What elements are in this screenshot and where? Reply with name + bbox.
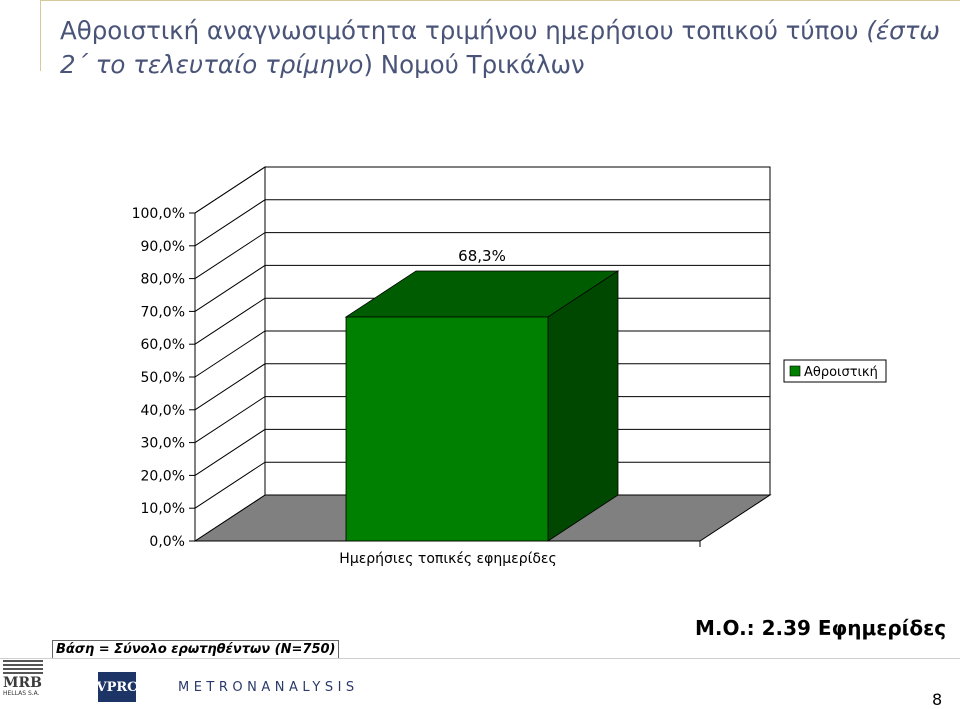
vprc-logo: VPRC: [96, 672, 138, 702]
bar: [345, 316, 549, 542]
mrb-logo: MRB HELLAS S.A.: [3, 660, 47, 702]
average-note: M.O.: 2.39 Εφημερίδες: [695, 616, 947, 640]
gridline: [194, 264, 770, 312]
y-tick-label: 100,0%: [132, 206, 185, 222]
legend-label: Αθροιστική: [804, 365, 878, 380]
y-tick-label: 0,0%: [149, 534, 185, 550]
y-tick-label: 60,0%: [141, 337, 185, 353]
page-title: Αθροιστική αναγνωσιμότητα τριμήνου ημερή…: [60, 14, 940, 82]
gridline: [194, 199, 770, 247]
y-tick-label: 70,0%: [141, 304, 185, 320]
mrb-logo-bars: [3, 660, 43, 676]
y-tick-label: 90,0%: [141, 239, 185, 255]
base-note: Βάση = Σύνολο ερωτηθέντων (N=750): [52, 640, 340, 659]
title-part-1: Αθροιστική αναγνωσιμότητα τριμήνου ημερή…: [60, 16, 867, 45]
mrb-logo-text: MRB: [3, 675, 42, 691]
y-tick-label: 80,0%: [141, 272, 185, 288]
data-label: 68,3%: [458, 247, 506, 265]
bar-side: [547, 270, 619, 542]
y-tick-label: 40,0%: [141, 403, 185, 419]
vprc-logo-text: VPRC: [96, 679, 138, 695]
gridline: [194, 166, 770, 214]
footer-divider: [0, 658, 960, 659]
x-tick-label: Ημερήσιες τοπικές εφημερίδες: [339, 551, 556, 567]
legend-swatch: [789, 365, 801, 377]
mrb-logo-subtext: HELLAS S.A.: [3, 690, 40, 697]
title-part-2: ) Νομού Τρικάλων: [363, 50, 585, 79]
page-number: 8: [932, 690, 943, 709]
title-italic-part: (έστω 2΄ το τελευταίο τρίμηνο: [60, 16, 940, 79]
legend-box: [783, 359, 887, 383]
y-tick-label: 10,0%: [141, 501, 185, 517]
y-tick-label: 50,0%: [141, 370, 185, 386]
header-decoration: [40, 0, 960, 71]
bar-chart: 0,0% 10,0% 20,0% 30,0% 40,0% 50,0% 60,0% 70,0% 8…: [132, 166, 887, 567]
y-tick-label: 20,0%: [141, 468, 185, 484]
y-tick-label: 30,0%: [141, 436, 185, 452]
metron-analysis-logo: METRONANALYSIS: [178, 680, 359, 695]
gridline: [194, 232, 770, 280]
